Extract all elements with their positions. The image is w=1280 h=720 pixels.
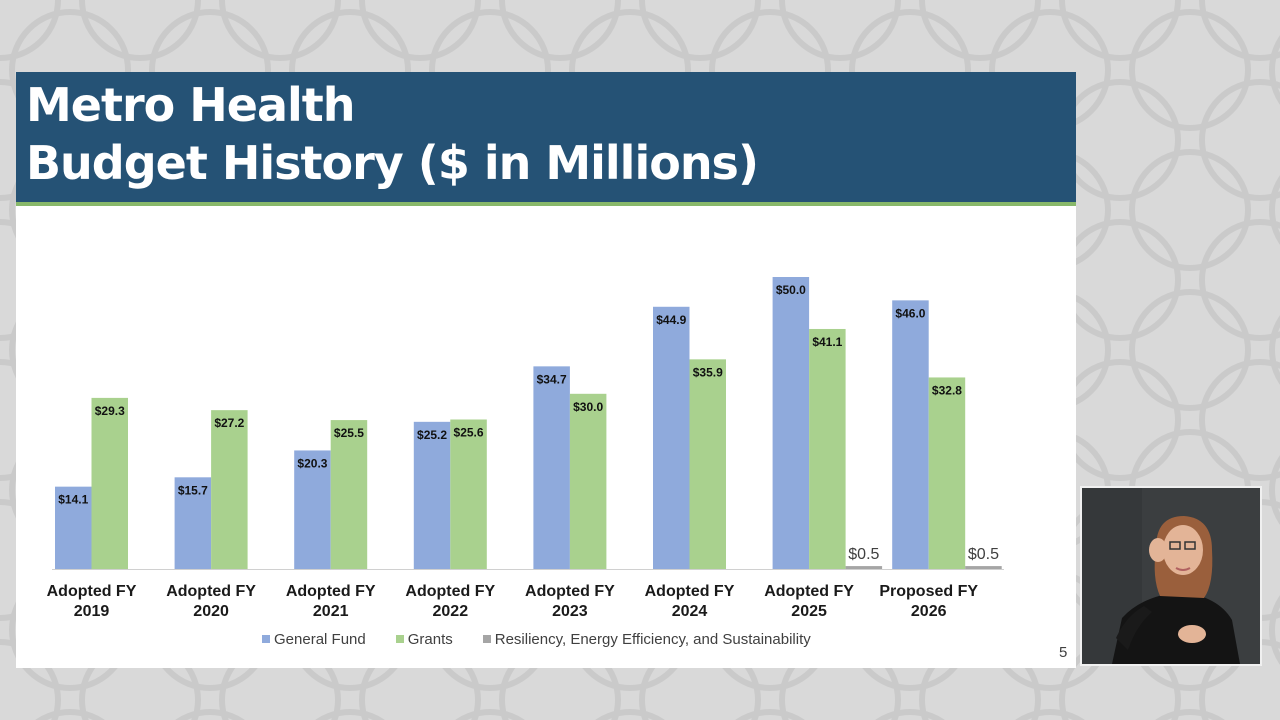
data-label-2-2023: $30.0 — [573, 400, 603, 414]
chart-legend: General Fund Grants Resiliency, Energy Eff… — [262, 629, 811, 649]
data-label-1-2019: $14.1 — [58, 493, 88, 507]
bar-3-2025 — [845, 566, 883, 569]
bar-1-2019 — [55, 486, 92, 569]
category-label-2024-line-1: Adopted FY — [645, 583, 735, 600]
data-label-2-2025: $41.1 — [812, 335, 842, 349]
legend-label-2: Grants — [407, 630, 453, 648]
category-label-2026-line-2: 2026 — [911, 603, 947, 620]
bar-2-2022 — [450, 419, 487, 569]
category-label-2019-line-1: Adopted FY — [47, 583, 137, 600]
legend-label-3: Resiliency, Energy Efficiency, and Susta… — [494, 630, 811, 648]
data-label-2-2020: $27.2 — [214, 416, 244, 430]
slide-title-line-1: Metro Health — [26, 78, 356, 132]
bar-1-2021 — [294, 450, 331, 569]
data-label-2-2024: $35.9 — [693, 365, 723, 379]
bar-2-2021 — [330, 420, 368, 569]
legend-swatch-3 — [482, 635, 491, 643]
category-label-2020-line-2: 2020 — [193, 603, 229, 620]
category-label-2025-line-1: Adopted FY — [764, 583, 854, 600]
bar-2-2023 — [569, 393, 607, 569]
category-label-2023-line-2: 2023 — [552, 603, 588, 620]
data-label-2-2021: $25.5 — [334, 426, 364, 440]
category-label-2022-line-2: 2022 — [433, 603, 469, 620]
legend-swatch-1 — [262, 635, 270, 643]
bar-2-2020 — [211, 410, 248, 569]
data-label-1-2023: $34.7 — [537, 372, 567, 386]
legend-item-2: Grants — [395, 630, 453, 648]
bar-2-2019 — [91, 397, 128, 569]
bar-1-2025 — [772, 277, 810, 569]
bar-1-2020 — [174, 477, 212, 569]
bar-1-2023 — [533, 366, 570, 569]
data-label-1-2021: $20.3 — [297, 456, 327, 470]
data-label-2-2022: $25.6 — [454, 425, 484, 439]
data-label-1-2022: $25.2 — [417, 428, 447, 442]
bar-1-2024 — [653, 306, 690, 569]
slide-title-line-2: Budget History ($ in Millions) — [26, 136, 759, 190]
data-label-3-2026: $0.5 — [968, 546, 999, 563]
bar-1-2026 — [892, 300, 929, 569]
bar-2-2024 — [689, 359, 726, 569]
category-label-2021-line-2: 2021 — [313, 603, 349, 620]
data-label-1-2024: $44.9 — [656, 313, 686, 327]
bar-3-2026 — [965, 566, 1002, 569]
data-label-1-2025: $50.0 — [776, 283, 806, 297]
category-label-2019-line-2: 2019 — [74, 603, 110, 620]
title-bar: Metro Health Budget History ($ in Millio… — [16, 72, 1076, 206]
category-label-2023-line-1: Adopted FY — [525, 583, 615, 600]
data-label-2-2019: $29.3 — [95, 404, 125, 418]
budget-bar-chart: $14.1 $29.3 Adopted FY 2019 $15.7 $27.2 Adopte… — [47, 277, 1004, 620]
category-label-2026-line-1: Proposed FY — [879, 583, 978, 600]
category-label-2020-line-1: Adopted FY — [166, 583, 256, 600]
page-number: 5 — [1059, 644, 1068, 661]
legend-swatch-2 — [395, 635, 404, 643]
category-label-2024-line-2: 2024 — [672, 603, 708, 620]
legend-item-1: General Fund — [262, 631, 366, 648]
slide: Metro Health Budget History ($ in Millio… — [16, 72, 1076, 668]
interpreter-figure — [1082, 488, 1260, 664]
data-label-1-2026: $46.0 — [895, 306, 925, 320]
category-label-2022-line-1: Adopted FY — [405, 583, 495, 600]
category-label-2025-line-2: 2025 — [791, 603, 827, 620]
data-label-2-2026: $32.8 — [932, 383, 962, 397]
sign-language-interpreter-video — [1080, 486, 1262, 666]
bar-2-2026 — [928, 377, 966, 569]
legend-label-1: General Fund — [274, 630, 366, 648]
legend-item-3: Resiliency, Energy Efficiency, and Susta… — [482, 630, 811, 648]
bar-2-2025 — [809, 328, 846, 569]
bar-1-2022 — [413, 421, 451, 569]
category-label-2021-line-1: Adopted FY — [286, 583, 376, 600]
data-label-3-2025: $0.5 — [848, 546, 879, 563]
data-label-1-2020: $15.7 — [178, 483, 208, 497]
